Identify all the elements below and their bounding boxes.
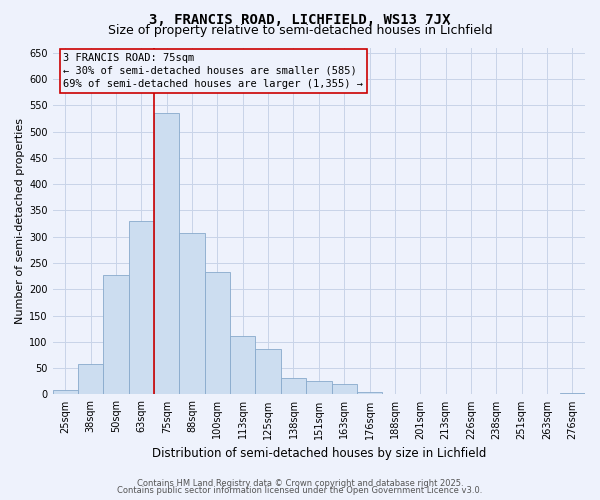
Text: Contains public sector information licensed under the Open Government Licence v3: Contains public sector information licen… (118, 486, 482, 495)
Text: Size of property relative to semi-detached houses in Lichfield: Size of property relative to semi-detach… (107, 24, 493, 37)
Bar (78, 364, 103, 394)
Bar (332, 384, 357, 394)
Bar (205, 272, 230, 394)
X-axis label: Distribution of semi-detached houses by size in Lichfield: Distribution of semi-detached houses by … (152, 447, 486, 460)
Y-axis label: Number of semi-detached properties: Number of semi-detached properties (15, 118, 25, 324)
Bar (103, 274, 129, 394)
Text: 3, FRANCIS ROAD, LICHFIELD, WS13 7JX: 3, FRANCIS ROAD, LICHFIELD, WS13 7JX (149, 12, 451, 26)
Bar (179, 232, 205, 394)
Bar (154, 113, 179, 394)
Bar (230, 336, 256, 394)
Bar (357, 392, 382, 394)
Bar (256, 348, 281, 395)
Text: Contains HM Land Registry data © Crown copyright and database right 2025.: Contains HM Land Registry data © Crown c… (137, 478, 463, 488)
Bar (53, 390, 78, 394)
Bar (129, 221, 154, 394)
Bar (306, 381, 332, 394)
Bar (281, 378, 306, 394)
Text: 3 FRANCIS ROAD: 75sqm
← 30% of semi-detached houses are smaller (585)
69% of sem: 3 FRANCIS ROAD: 75sqm ← 30% of semi-deta… (63, 52, 363, 89)
